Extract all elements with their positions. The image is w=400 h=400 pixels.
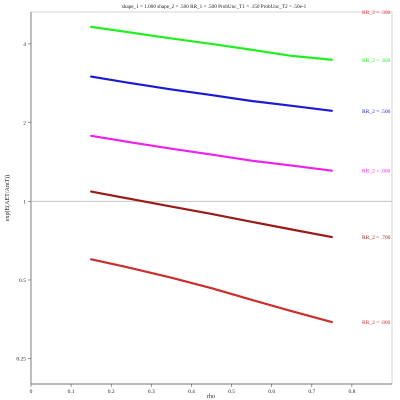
y-tick-label: 0.25 <box>16 357 26 363</box>
series-line <box>90 25 333 61</box>
x-tick-label: 0 <box>30 389 33 395</box>
ticks-layer: 0 0.1 0.2 0.3 0.4 0.5 0.6 0.7 0.8 0.25 0.5 1 2 4 <box>16 42 355 395</box>
x-tick-label: 0.2 <box>108 389 115 395</box>
x-tick-label: 0.1 <box>68 389 75 395</box>
y-tick-label: 0.5 <box>19 278 26 284</box>
y-tick-label: 2 <box>23 121 26 127</box>
series-label: RR_2 = .700 <box>362 235 391 241</box>
y-tick-label: 4 <box>23 42 26 48</box>
series-label: RR_2 = .400 <box>362 58 391 64</box>
y-axis-label: exp(E(AET/AmT)) <box>4 175 11 221</box>
series-line <box>90 190 333 239</box>
y-tick-label: 1 <box>23 199 26 205</box>
plot-frame <box>30 11 393 385</box>
x-tick-label: 0.8 <box>348 389 355 395</box>
series-label: RR_2 = .500 <box>362 109 391 115</box>
x-tick-label: 0.5 <box>228 389 235 395</box>
series-labels-layer: RR_2 = .300 RR_2 = .400 RR_2 = .500 RR_2 = … <box>362 10 391 326</box>
x-tick-label: 0.3 <box>148 389 155 395</box>
x-tick-label: 0.7 <box>308 389 315 395</box>
x-tick-label: 0.6 <box>268 389 275 395</box>
series-label: RR_2 = .600 <box>362 169 391 175</box>
x-tick-label: 0.4 <box>188 389 195 395</box>
series-line <box>90 75 333 112</box>
series-label: RR_2 = .800 <box>362 320 391 326</box>
x-axis-label: rho <box>207 394 215 400</box>
series-line <box>90 134 333 172</box>
series-label: RR_2 = .300 <box>362 10 391 16</box>
chart-title: shape_1 = 1.000 shape_2 = .500 RR_1 = .5… <box>122 4 307 10</box>
series-layer <box>90 25 333 324</box>
series-line <box>90 258 333 324</box>
